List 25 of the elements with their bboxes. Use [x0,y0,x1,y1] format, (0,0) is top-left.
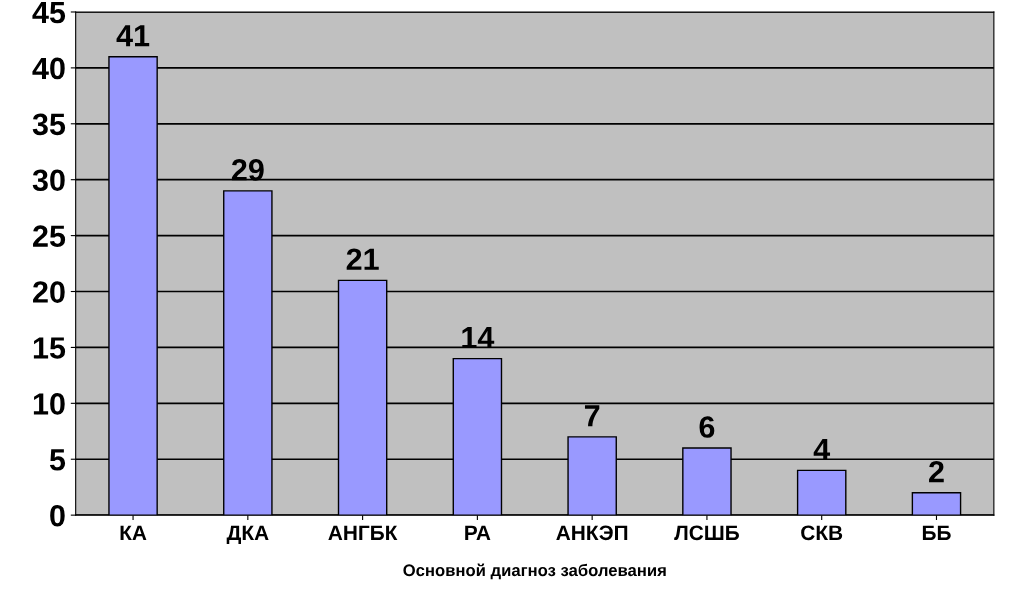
x-tick-label: СКВ [801,525,843,541]
x-tick-label: АНКЭП [556,525,628,541]
y-tick-label: 5 [49,449,66,471]
y-tick-label: 20 [33,281,65,303]
y-tick-label: 30 [32,169,65,192]
y-tick-label: 45 [32,2,66,24]
y-tick-label: 25 [33,225,66,247]
data-label: 7 [584,405,600,427]
y-tick-label: 10 [33,393,65,415]
x-tick-label: КА [120,525,147,540]
x-tick-label: ББ [922,525,951,540]
y-tick-label: 15 [33,337,66,359]
x-axis-title: Основной диагноз заболевания [403,563,666,580]
data-label: 6 [699,416,715,438]
data-label: 41 [116,25,150,47]
y-tick-label: 0 [50,504,65,527]
x-tick-label: РА [465,525,491,540]
data-label: 4 [813,438,831,460]
x-tick-label: ДКА [226,525,269,545]
x-tick-label: ЛСШБ [674,525,739,541]
x-tick-label: АНГБК [328,525,398,540]
y-tick-label: 35 [32,113,66,136]
data-label: 2 [929,460,944,483]
data-label: 21 [346,248,379,270]
y-tick-label: 40 [32,57,65,80]
